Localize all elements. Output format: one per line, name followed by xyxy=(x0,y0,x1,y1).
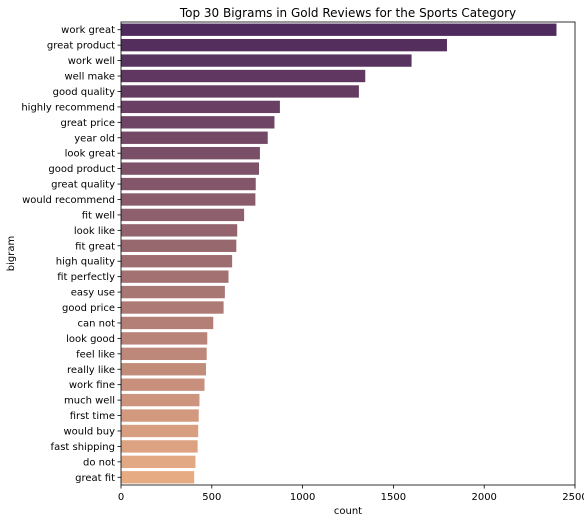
y-tick-label: would buy xyxy=(63,426,115,437)
y-tick-label: great quality xyxy=(51,180,115,191)
y-tick-label: fit well xyxy=(82,210,115,221)
y-axis-title: bigram xyxy=(6,236,17,271)
bar-good-price xyxy=(121,301,224,314)
x-tick-label: 0 xyxy=(118,492,124,503)
bar-much-well xyxy=(121,393,200,407)
bar-would-recommend xyxy=(121,193,256,206)
y-tick-label: feel like xyxy=(76,349,115,360)
x-tick-label: 2500 xyxy=(562,492,584,503)
y-tick-label: work fine xyxy=(69,380,115,391)
y-tick-label: fit great xyxy=(75,241,115,252)
y-tick-label: highly recommend xyxy=(21,102,115,113)
bar-do-not xyxy=(121,455,196,469)
bar-fit-perfectly xyxy=(121,270,229,283)
bar-would-buy xyxy=(121,424,199,438)
y-tick-label: great price xyxy=(60,118,115,129)
bar-fit-great xyxy=(121,239,237,252)
bar-high-quality xyxy=(121,255,233,268)
bar-work-great xyxy=(121,23,557,36)
bar-really-like xyxy=(121,363,206,376)
plot-frame xyxy=(120,21,576,486)
y-tick-label: work great xyxy=(61,25,115,36)
y-tick-label: good product xyxy=(48,164,115,175)
y-tick-label: well make xyxy=(64,72,115,83)
y-tick-labels: work great great product work well well mak… xyxy=(21,25,121,484)
y-tick-label: look great xyxy=(65,149,116,160)
y-tick-label: really like xyxy=(67,365,115,376)
bar-look-good xyxy=(121,332,208,345)
bar-work-well xyxy=(121,54,412,67)
bar-great-quality xyxy=(121,177,256,191)
x-tick-label: 500 xyxy=(202,492,221,503)
bar-work-fine xyxy=(121,378,205,391)
x-tick-label: 2000 xyxy=(471,492,496,503)
y-tick-label: do not xyxy=(83,457,115,468)
bar-first-time xyxy=(121,409,199,422)
bar-good-quality xyxy=(121,85,359,98)
x-tick-label: 1500 xyxy=(381,492,406,503)
x-ticks: 0 500 1000 1500 2000 2500 xyxy=(118,485,584,503)
y-tick-label: fast shipping xyxy=(51,442,115,453)
bar-feel-like xyxy=(121,347,207,360)
bar-look-like xyxy=(121,224,238,237)
y-tick-label: can not xyxy=(77,318,115,329)
y-tick-label: would recommend xyxy=(22,195,115,206)
bar-good-product xyxy=(121,162,260,175)
y-tick-label: easy use xyxy=(71,288,115,299)
y-tick-label: first time xyxy=(70,411,115,422)
bar-look-great xyxy=(121,147,260,160)
bar-fit-well xyxy=(121,208,245,222)
y-tick-label: much well xyxy=(64,396,115,407)
x-axis-title: count xyxy=(334,506,362,517)
bar-can-not xyxy=(121,316,214,330)
y-tick-label: year old xyxy=(74,133,115,144)
bar-fast-shipping xyxy=(121,440,198,453)
bar-well-make xyxy=(121,69,366,83)
bars-group xyxy=(121,23,557,484)
y-tick-label: fit perfectly xyxy=(57,272,115,283)
y-tick-label: high quality xyxy=(56,257,115,268)
bar-great-product xyxy=(121,38,447,52)
y-tick-label: work well xyxy=(68,56,115,67)
y-tick-label: great product xyxy=(47,41,115,52)
y-tick-label: great fit xyxy=(75,473,115,484)
bar-great-fit xyxy=(121,471,195,484)
y-tick-label: good quality xyxy=(53,87,115,98)
y-tick-label: look like xyxy=(74,226,115,237)
bar-easy-use xyxy=(121,285,225,299)
chart-title: Top 30 Bigrams in Gold Reviews for the S… xyxy=(179,6,516,20)
y-tick-label: look good xyxy=(66,334,115,345)
bar-great-price xyxy=(121,116,275,129)
bar-year-old xyxy=(121,131,268,144)
y-tick-label: good price xyxy=(62,303,115,314)
bar-highly-recommend xyxy=(121,100,280,114)
x-tick-label: 1000 xyxy=(290,492,315,503)
